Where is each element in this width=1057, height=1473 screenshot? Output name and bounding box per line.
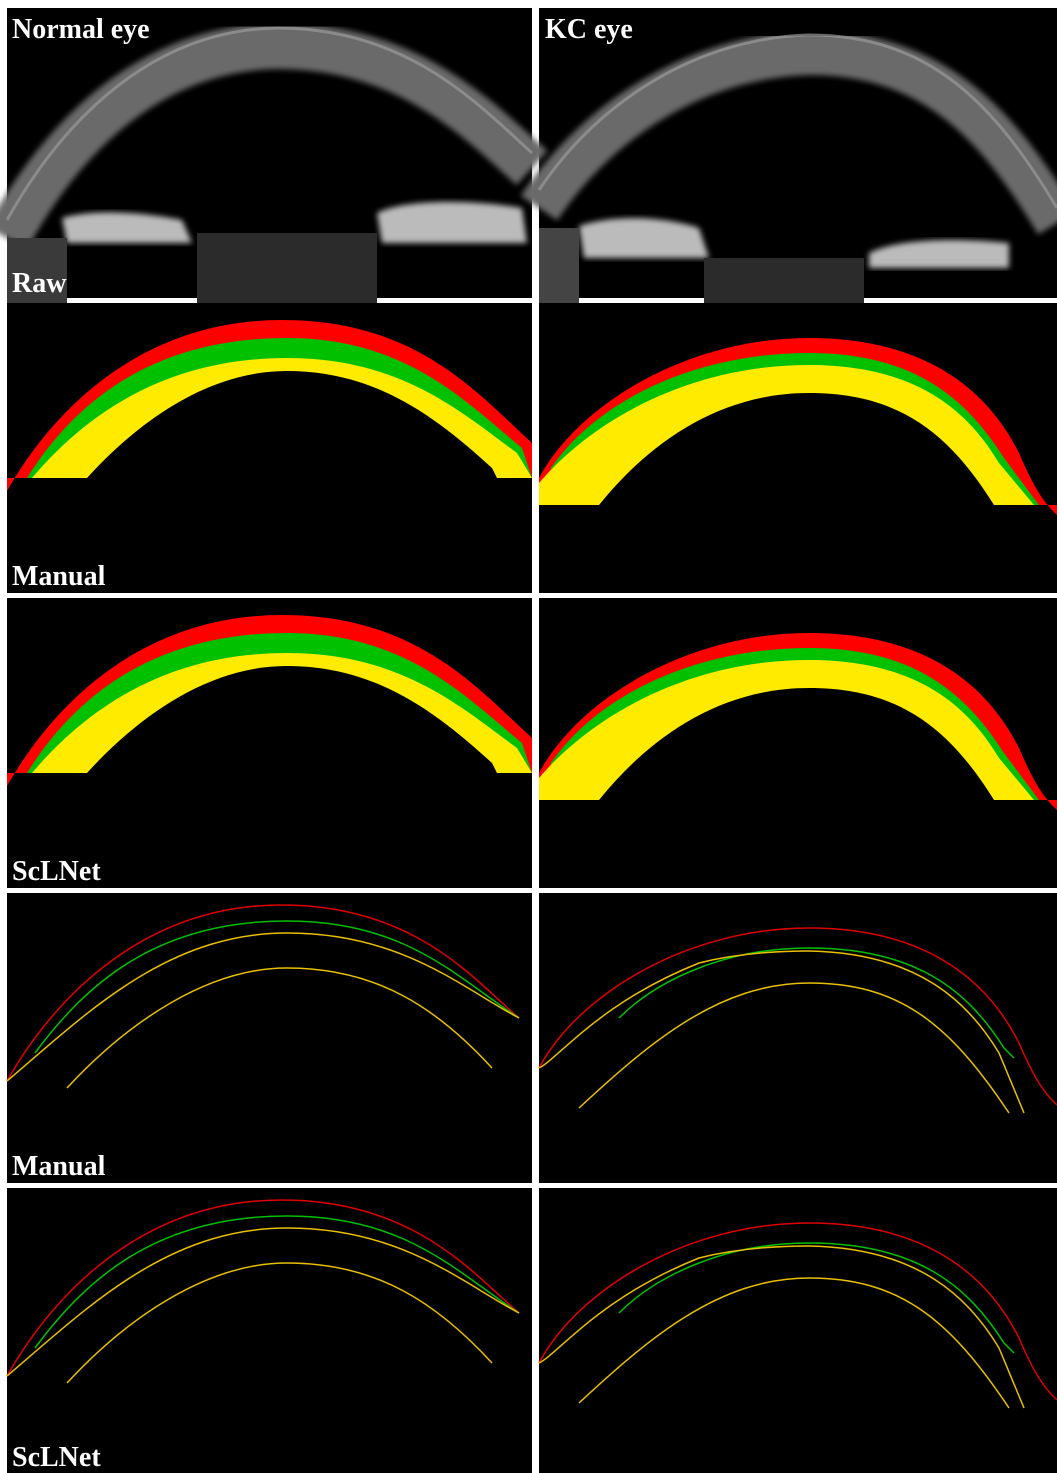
- row-label: ScLNet: [12, 1442, 101, 1473]
- panel: [7, 893, 532, 1183]
- figure: Normal eye KC eye Raw Manual ScLNet Manu…: [0, 0, 1057, 1473]
- row-label: ScLNet: [12, 856, 101, 887]
- column-title: Normal eye: [12, 14, 150, 45]
- row-label: Manual: [12, 1151, 106, 1182]
- row-label: Raw: [12, 268, 67, 299]
- panel: [539, 893, 1057, 1183]
- row-label: Manual: [12, 561, 106, 592]
- page: {"columns": ["Normal eye", "KC eye"], "r…: [0, 0, 1057, 1473]
- panel: [539, 1188, 1057, 1473]
- column-title: KC eye: [545, 14, 633, 45]
- panel: [7, 1188, 532, 1473]
